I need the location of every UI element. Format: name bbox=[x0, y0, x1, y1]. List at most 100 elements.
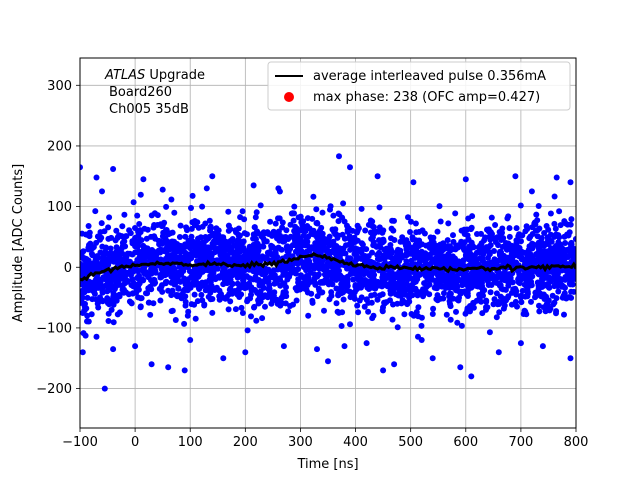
scatter-point bbox=[507, 243, 514, 250]
scatter-point bbox=[83, 256, 90, 263]
scatter-point bbox=[251, 234, 258, 241]
scatter-point bbox=[508, 250, 515, 257]
x-axis-label: Time [ns] bbox=[296, 457, 358, 472]
scatter-point bbox=[151, 222, 158, 228]
x-tick-label: 200 bbox=[233, 435, 258, 450]
scatter-point bbox=[354, 302, 361, 309]
scatter-point bbox=[477, 269, 484, 275]
scatter-point bbox=[238, 304, 245, 311]
scatter-point bbox=[277, 298, 284, 305]
x-tick-label: 600 bbox=[453, 435, 478, 450]
scatter-point bbox=[159, 288, 166, 295]
scatter-point bbox=[496, 301, 503, 307]
scatter-point bbox=[264, 249, 271, 256]
scatter-point bbox=[505, 213, 512, 220]
scatter-point bbox=[358, 240, 365, 247]
scatter-point bbox=[145, 285, 152, 292]
scatter-point bbox=[107, 256, 113, 263]
scatter-point bbox=[378, 237, 385, 244]
scatter-point bbox=[206, 217, 213, 224]
scatter-outlier bbox=[181, 367, 188, 374]
scatter-point bbox=[344, 265, 350, 272]
scatter-point bbox=[113, 227, 120, 234]
scatter-point bbox=[517, 202, 524, 209]
scatter-point bbox=[462, 271, 469, 278]
scatter-point bbox=[168, 255, 175, 262]
scatter-point bbox=[542, 252, 548, 259]
scatter-point bbox=[149, 280, 156, 287]
scatter-point bbox=[363, 296, 370, 303]
scatter-point bbox=[241, 216, 248, 223]
scatter-point bbox=[476, 255, 483, 262]
scatter-point bbox=[434, 297, 441, 304]
scatter-point bbox=[229, 272, 236, 279]
scatter-point bbox=[315, 264, 321, 271]
scatter-outlier bbox=[275, 185, 282, 192]
scatter-point bbox=[469, 213, 476, 220]
scatter-point bbox=[188, 233, 195, 240]
scatter-point bbox=[136, 221, 143, 227]
scatter-point bbox=[122, 277, 129, 284]
x-tick-label: 700 bbox=[508, 435, 533, 450]
scatter-point bbox=[207, 227, 213, 234]
scatter-point bbox=[253, 317, 260, 324]
scatter-point bbox=[530, 257, 537, 264]
plot-frame bbox=[79, 57, 577, 429]
scatter-point bbox=[260, 293, 267, 300]
scatter-point bbox=[86, 229, 93, 236]
scatter-point bbox=[351, 258, 358, 265]
scatter-point bbox=[216, 273, 223, 280]
scatter-point bbox=[165, 287, 172, 294]
annotation-upgrade: Upgrade bbox=[145, 68, 205, 83]
scatter-point bbox=[121, 211, 128, 218]
scatter-point bbox=[434, 228, 441, 235]
scatter-point bbox=[270, 253, 277, 260]
scatter-point bbox=[189, 192, 196, 199]
scatter-point bbox=[554, 246, 561, 253]
scatter-point bbox=[122, 289, 129, 296]
scatter-point bbox=[329, 226, 336, 233]
scatter-point bbox=[403, 258, 410, 265]
scatter-point bbox=[320, 279, 327, 286]
scatter-point bbox=[553, 281, 560, 288]
scatter-point bbox=[108, 306, 115, 313]
scatter-point bbox=[554, 257, 561, 263]
scatter-point bbox=[473, 249, 480, 256]
scatter-outlier bbox=[468, 373, 475, 380]
scatter-point bbox=[255, 300, 262, 307]
scatter-point bbox=[514, 303, 520, 310]
scatter-point bbox=[243, 284, 250, 291]
scatter-point bbox=[316, 257, 322, 264]
scatter-point bbox=[346, 288, 353, 295]
scatter-point bbox=[193, 271, 200, 278]
scatter-point bbox=[89, 245, 96, 252]
scatter-point bbox=[547, 210, 554, 217]
scatter-point bbox=[518, 256, 525, 263]
scatter-point bbox=[361, 303, 368, 310]
scatter-point bbox=[570, 251, 576, 258]
scatter-point bbox=[252, 214, 259, 221]
scatter-point bbox=[290, 266, 297, 273]
scatter-point bbox=[323, 273, 330, 280]
scatter-point bbox=[157, 221, 164, 228]
scatter-point bbox=[408, 218, 414, 225]
scatter-point bbox=[493, 290, 500, 297]
scatter-point bbox=[227, 298, 234, 305]
scatter-point bbox=[377, 244, 383, 251]
scatter-point bbox=[309, 229, 315, 236]
scatter-point bbox=[484, 247, 491, 254]
scatter-point bbox=[418, 314, 425, 321]
scatter-point bbox=[110, 290, 117, 297]
scatter-point bbox=[327, 206, 333, 213]
scatter-outlier bbox=[374, 173, 381, 180]
scatter-point bbox=[254, 289, 261, 296]
scatter-point bbox=[408, 250, 415, 257]
scatter-point bbox=[174, 293, 181, 300]
scatter-point bbox=[235, 231, 242, 238]
scatter-point bbox=[381, 300, 388, 307]
scatter-point bbox=[282, 300, 289, 307]
scatter-point bbox=[261, 230, 268, 237]
scatter-point bbox=[163, 203, 170, 210]
scatter-point bbox=[551, 193, 558, 200]
scatter-point bbox=[248, 313, 254, 320]
